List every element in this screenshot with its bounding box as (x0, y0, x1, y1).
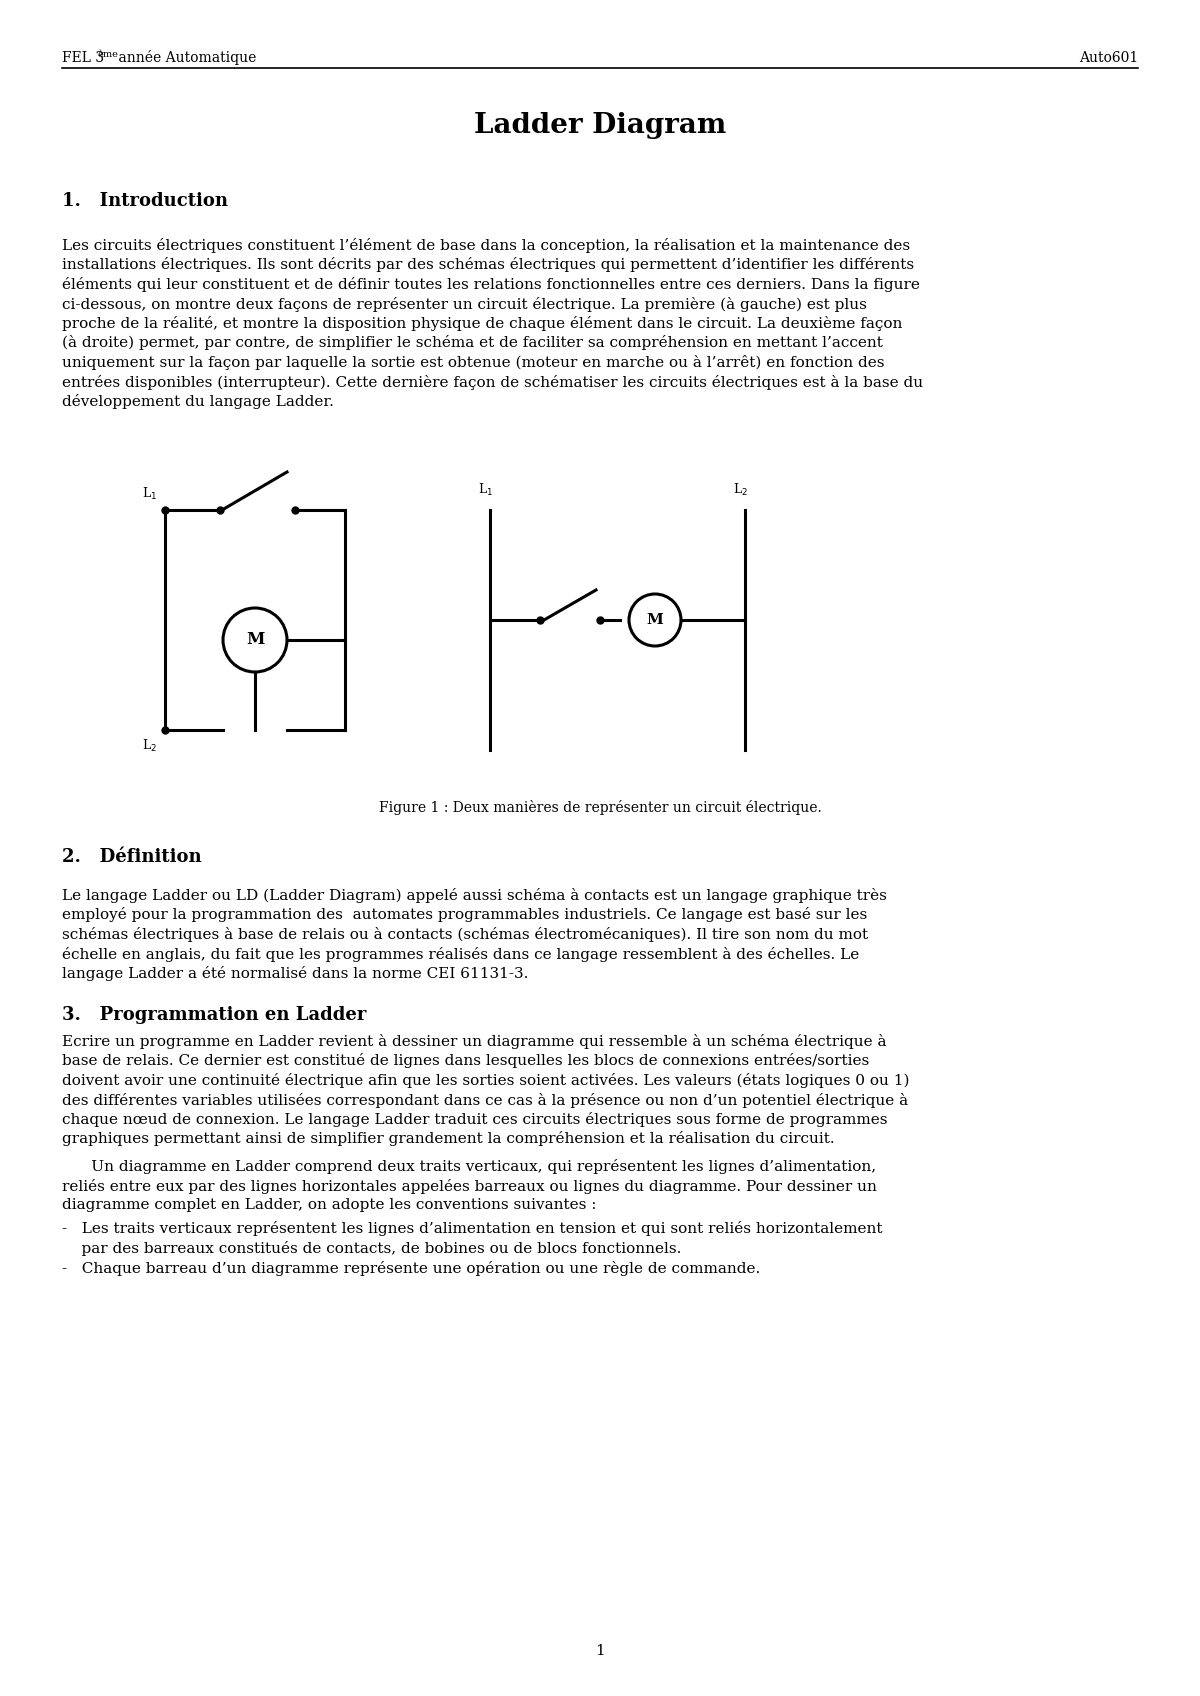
Text: schémas électriques à base de relais ou à contacts (schémas électromécaniques). : schémas électriques à base de relais ou … (62, 928, 868, 941)
Text: Auto601: Auto601 (1079, 51, 1138, 64)
Text: L$_1$: L$_1$ (479, 482, 493, 499)
Text: 2.   Définition: 2. Définition (62, 848, 202, 867)
Text: par des barreaux constitués de contacts, de bobines ou de blocs fonctionnels.: par des barreaux constitués de contacts,… (62, 1241, 682, 1257)
Text: diagramme complet en Ladder, on adopte les conventions suivantes :: diagramme complet en Ladder, on adopte l… (62, 1197, 596, 1213)
Text: éléments qui leur constituent et de définir toutes les relations fonctionnelles : éléments qui leur constituent et de défi… (62, 276, 920, 292)
Text: année Automatique: année Automatique (114, 49, 257, 64)
Text: Les circuits électriques constituent l’élément de base dans la conception, la ré: Les circuits électriques constituent l’é… (62, 237, 910, 253)
Text: 3.   Programmation en Ladder: 3. Programmation en Ladder (62, 1006, 366, 1024)
Text: des différentes variables utilisées correspondant dans ce cas à la présence ou n: des différentes variables utilisées corr… (62, 1092, 908, 1107)
Text: chaque nœud de connexion. Le langage Ladder traduit ces circuits électriques sou: chaque nœud de connexion. Le langage Lad… (62, 1113, 888, 1128)
Text: M: M (246, 631, 264, 648)
Text: employé pour la programmation des  automates programmables industriels. Ce langa: employé pour la programmation des automa… (62, 907, 868, 923)
Text: L$_1$: L$_1$ (142, 485, 157, 502)
Text: (à droite) permet, par contre, de simplifier le schéma et de faciliter sa compré: (à droite) permet, par contre, de simpli… (62, 336, 883, 351)
Text: Ecrire un programme en Ladder revient à dessiner un diagramme qui ressemble à un: Ecrire un programme en Ladder revient à … (62, 1035, 887, 1050)
Text: FEL 3: FEL 3 (62, 51, 104, 64)
Text: M: M (647, 612, 664, 628)
Text: 1.   Introduction: 1. Introduction (62, 192, 228, 210)
Text: ème: ème (97, 49, 118, 59)
Text: langage Ladder a été normalisé dans la norme CEI 61131-3.: langage Ladder a été normalisé dans la n… (62, 967, 528, 980)
Text: entrées disponibles (interrupteur). Cette dernière façon de schématiser les circ: entrées disponibles (interrupteur). Cett… (62, 375, 923, 390)
Text: Un diagramme en Ladder comprend deux traits verticaux, qui représentent les lign: Un diagramme en Ladder comprend deux tra… (62, 1158, 876, 1174)
Text: -   Les traits verticaux représentent les lignes d’alimentation en tension et qu: - Les traits verticaux représentent les … (62, 1221, 882, 1236)
Text: -   Chaque barreau d’un diagramme représente une opération ou une règle de comma: - Chaque barreau d’un diagramme représen… (62, 1262, 761, 1277)
Text: Figure 1 : Deux manières de représenter un circuit électrique.: Figure 1 : Deux manières de représenter … (379, 801, 821, 816)
Text: Ladder Diagram: Ladder Diagram (474, 112, 726, 139)
Text: L$_2$: L$_2$ (733, 482, 749, 499)
Text: développement du langage Ladder.: développement du langage Ladder. (62, 393, 334, 409)
Text: reliés entre eux par des lignes horizontales appelées barreaux ou lignes du diag: reliés entre eux par des lignes horizont… (62, 1179, 877, 1194)
Text: proche de la réalité, et montre la disposition physique de chaque élément dans l: proche de la réalité, et montre la dispo… (62, 315, 902, 331)
Text: 1: 1 (595, 1643, 605, 1659)
Text: doivent avoir une continuité électrique afin que les sorties soient activées. Le: doivent avoir une continuité électrique … (62, 1074, 910, 1089)
Text: installations électriques. Ils sont décrits par des schémas électriques qui perm: installations électriques. Ils sont décr… (62, 258, 914, 273)
Text: uniquement sur la façon par laquelle la sortie est obtenue (moteur en marche ou : uniquement sur la façon par laquelle la … (62, 354, 884, 370)
Text: base de relais. Ce dernier est constitué de lignes dans lesquelles les blocs de : base de relais. Ce dernier est constitué… (62, 1053, 869, 1068)
Text: graphiques permettant ainsi de simplifier grandement la compréhension et la réal: graphiques permettant ainsi de simplifie… (62, 1131, 835, 1146)
Text: échelle en anglais, du fait que les programmes réalisés dans ce langage ressembl: échelle en anglais, du fait que les prog… (62, 946, 859, 962)
Text: ci-dessous, on montre deux façons de représenter un circuit électrique. La premi: ci-dessous, on montre deux façons de rep… (62, 297, 866, 312)
Text: Le langage Ladder ou LD (Ladder Diagram) appelé aussi schéma à contacts est un l: Le langage Ladder ou LD (Ladder Diagram)… (62, 889, 887, 902)
Text: L$_2$: L$_2$ (142, 738, 157, 755)
